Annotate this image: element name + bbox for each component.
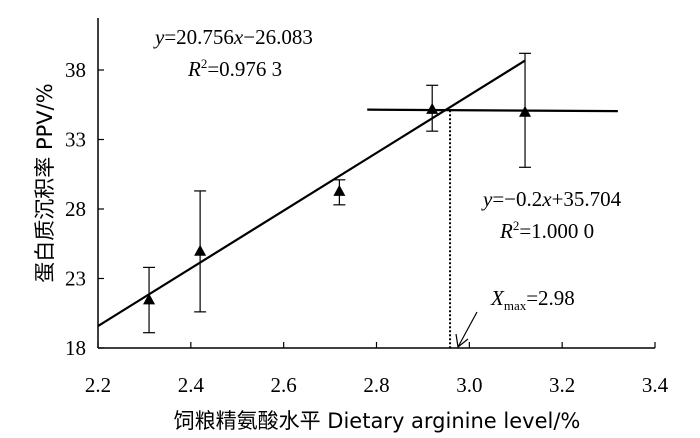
y-tick-label: 18 (65, 336, 86, 360)
x-tick-label: 3.0 (456, 373, 482, 397)
y-tick-label: 38 (65, 58, 86, 82)
regression-equation-1: y=20.756x−26.083 (153, 25, 313, 49)
x-tick-label: 3.4 (642, 373, 669, 397)
xmax-arrowhead (455, 333, 469, 349)
chart-marks (97, 52, 618, 348)
data-point-marker (143, 293, 156, 305)
xmax-arrow (457, 311, 478, 348)
r-squared-2: R2=1.000 0 (499, 218, 594, 243)
xmax-label: Xmax=2.98 (490, 286, 575, 313)
regression-equation-2: y=−0.2x+35.704 (481, 187, 622, 211)
y-tick-label: 33 (65, 128, 86, 152)
y-axis-title: 蛋白质沉积率 PPV/% (33, 83, 57, 282)
y-tick-label: 28 (65, 197, 86, 221)
x-tick-label: 2.2 (85, 373, 111, 397)
regression-line-1 (97, 59, 526, 327)
data-point-marker (519, 105, 532, 117)
r-squared-1: R2=0.976 3 (187, 56, 282, 81)
x-tick-label: 2.8 (363, 373, 389, 397)
x-tick-label: 3.2 (549, 373, 575, 397)
x-axis-title: 饲粮精氨酸水平 Dietary arginine level/% (174, 409, 581, 433)
x-tick-label: 2.6 (271, 373, 297, 397)
axis-ticks: 2.2 2.4 2.6 2.8 3.0 3.2 3.4 18 23 28 33 38 (65, 58, 669, 397)
regression-line-2 (367, 108, 618, 113)
data-point-marker (194, 244, 207, 256)
y-tick-label: 23 (65, 267, 86, 291)
data-point-marker (333, 184, 346, 196)
x-tick-label: 2.4 (178, 373, 205, 397)
data-point-marker (426, 102, 439, 114)
